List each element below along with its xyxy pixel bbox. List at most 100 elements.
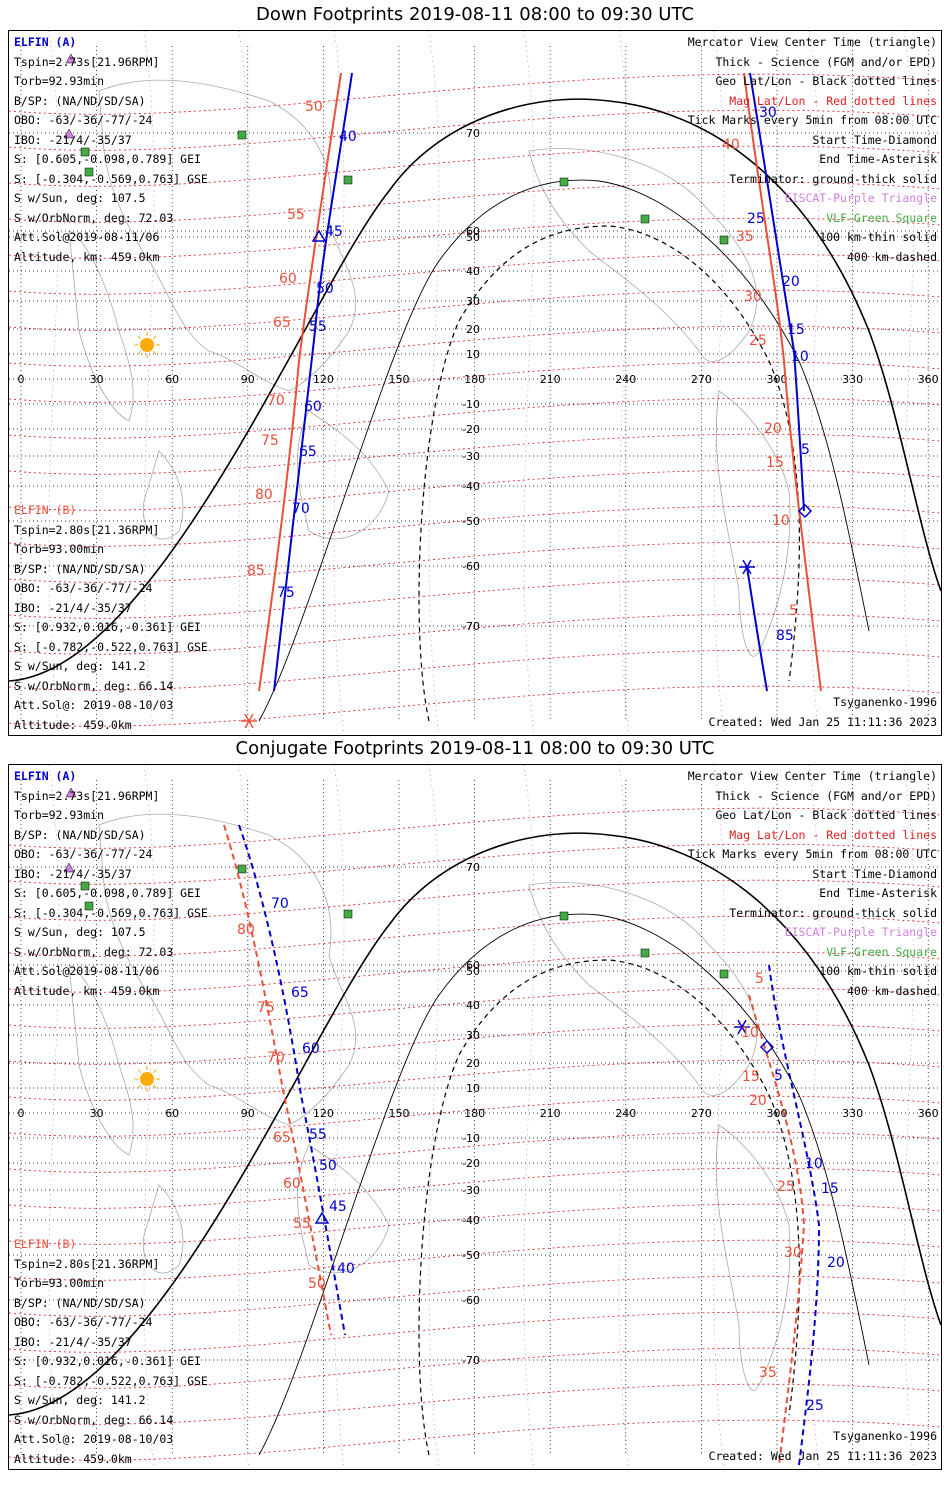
eiscat-triangle <box>63 128 75 139</box>
elfin-a-time-label: 5 <box>801 442 810 458</box>
elfin-b-time-label: 60 <box>279 271 297 287</box>
elfin-b-time-label: 65 <box>273 315 291 331</box>
elfin-a-time-label: 85 <box>776 628 794 644</box>
footer: Tsyganenko-1996 Created: Wed Jan 25 11:1… <box>709 1427 937 1466</box>
lon-tick-label: 270 <box>691 373 712 386</box>
elfin-b-line: OBO: -63/-36/-77/-24 <box>14 1315 153 1329</box>
legend-item: 400 km-dashed <box>846 249 937 264</box>
elfin-b-time-label: 35 <box>759 1365 777 1381</box>
elfin-a-time-label: 10 <box>791 349 809 365</box>
lon-tick-label: 150 <box>389 1107 410 1120</box>
elfin-a-time-label: 60 <box>302 1041 320 1057</box>
lat-tick-label: 40 <box>466 999 480 1012</box>
elfin-b-line: S w/Sun, deg: 141.2 <box>14 1393 146 1407</box>
lon-tick-label: 330 <box>842 1107 863 1120</box>
land-outline <box>98 79 357 392</box>
elfin-a-line: Torb=92.93min <box>14 808 105 822</box>
lon-tick-label: 180 <box>464 373 485 386</box>
vlf-square <box>559 911 569 921</box>
lat-tick-label: 60 <box>466 959 480 972</box>
elfin-b-time-label: 55 <box>293 1216 311 1232</box>
lon-tick-label: 150 <box>389 373 410 386</box>
elfin-b-time-label: 10 <box>741 1025 759 1041</box>
vlf-square <box>343 909 353 919</box>
elfin-a-line: S w/Sun, deg: 107.5 <box>14 191 146 205</box>
elfin-a-track <box>768 964 821 1466</box>
lat-tick-label: -20 <box>462 1157 480 1170</box>
elfin-b-line: S: [-0.782,-0.522,0.763] GSE <box>14 1373 208 1388</box>
legend-item: Thick - Science (FGM and/or EPD) <box>715 788 937 803</box>
elfin-a-line: Att.Sol@2019-08-11/06 <box>14 230 160 244</box>
lon-tick-label: 90 <box>241 373 255 386</box>
lat-tick-label: 20 <box>466 323 480 336</box>
vlf-square <box>80 881 90 891</box>
elfin-a-time-label: 60 <box>304 399 322 415</box>
lon-tick-label: 210 <box>540 1107 561 1120</box>
sun-disk <box>140 1072 154 1086</box>
sun-ray <box>153 1085 157 1089</box>
elfin-a-line: Altitude, km: 459.0km <box>14 249 160 264</box>
elfin-b-track <box>748 994 806 1466</box>
elfin-b-time-label: 25 <box>777 1179 795 1195</box>
asterisk-stroke <box>737 1019 747 1035</box>
land-outline <box>715 1124 791 1391</box>
elfin-b-time-label: 15 <box>766 455 784 471</box>
lon-tick-label: 270 <box>691 1107 712 1120</box>
lon-tick-label: 60 <box>165 1107 179 1120</box>
lon-tick-label: 30 <box>90 373 104 386</box>
vlf-square <box>80 147 90 157</box>
elfin-a-line: IBO: -21/4/-35/37 <box>14 132 132 147</box>
elfin-a-line: Altitude, km: 459.0km <box>14 983 160 998</box>
created-date: Created: Wed Jan 25 11:11:36 2023 <box>708 1448 937 1463</box>
elfin-b-time-label: 75 <box>257 1000 275 1016</box>
elfin-a-time-label: 45 <box>325 224 343 240</box>
legend-item: VLF-Green Square <box>826 210 937 225</box>
legend-item: End Time-Asterisk <box>819 886 937 900</box>
asterisk-stroke <box>244 713 254 729</box>
elfin-a-time-label: 65 <box>291 985 309 1001</box>
vlf-square <box>237 864 247 874</box>
lat-tick-label: 50 <box>466 231 480 244</box>
land-outline <box>142 1184 184 1274</box>
lon-tick-label: 90 <box>241 1107 255 1120</box>
legend-item: VLF-Green Square <box>826 944 937 959</box>
start-diamond <box>759 1039 775 1055</box>
lat-tick-label: 70 <box>466 861 480 874</box>
elfin-b-header: ELFIN (B) <box>14 503 77 517</box>
vlf-square <box>343 175 353 185</box>
lat-tick-label: 10 <box>466 1082 480 1095</box>
legend-item: 400 km-dashed <box>846 983 937 998</box>
lon-tick-label: 210 <box>540 373 561 386</box>
elfin-a-time-label: 55 <box>309 319 327 335</box>
elfin-b-line: S: [0.932,0.016,-0.361] GEI <box>14 620 201 634</box>
elfin-a-info: ELFIN (A) Tspin=2.73s[21.96RPM] Torb=92.… <box>14 767 208 1001</box>
lon-tick-label: 300 <box>767 373 788 386</box>
elfin-a-time-label: 30 <box>759 105 777 121</box>
elfin-a-time-label: 50 <box>316 281 334 297</box>
terminator-400km <box>418 959 800 1456</box>
elfin-a-line: S: [0.605,-0.098,0.789] GEI <box>14 886 201 900</box>
land-outline <box>528 148 758 362</box>
elfin-b-time-label: 10 <box>772 513 790 529</box>
legend-item: Mercator View Center Time (triangle) <box>687 769 937 783</box>
lat-tick-label: -60 <box>462 560 480 573</box>
elfin-a-time-label: 20 <box>827 1255 845 1271</box>
lon-tick-label: 30 <box>90 1107 104 1120</box>
down-panel: 0 30 60 90 120 150 180 210 240 270 300 330 360 70 60 50… <box>8 30 942 736</box>
eiscat-triangle <box>63 862 75 873</box>
lat-tick-label: -40 <box>462 480 480 493</box>
elfin-b-line: IBO: -21/4/-35/37 <box>14 1334 132 1349</box>
elfin-a-line: IBO: -21/4/-35/37 <box>14 866 132 881</box>
legend: Mercator View Center Time (triangle) Thi… <box>688 767 937 1001</box>
elfin-a-time-label: 70 <box>292 501 310 517</box>
elfin-a-time-label: 25 <box>806 1398 824 1414</box>
vlf-square <box>640 214 650 224</box>
terminator-ground <box>9 98 941 682</box>
elfin-a-time-label: 50 <box>319 1158 337 1174</box>
down-title: Down Footprints 2019-08-11 08:00 to 09:3… <box>256 4 694 25</box>
elfin-b-header: ELFIN (B) <box>14 1237 77 1251</box>
land-outline <box>98 813 357 1126</box>
terminator-100km <box>258 179 870 722</box>
elfin-a-track <box>238 824 346 1336</box>
created-date: Created: Wed Jan 25 11:11:36 2023 <box>708 714 937 729</box>
